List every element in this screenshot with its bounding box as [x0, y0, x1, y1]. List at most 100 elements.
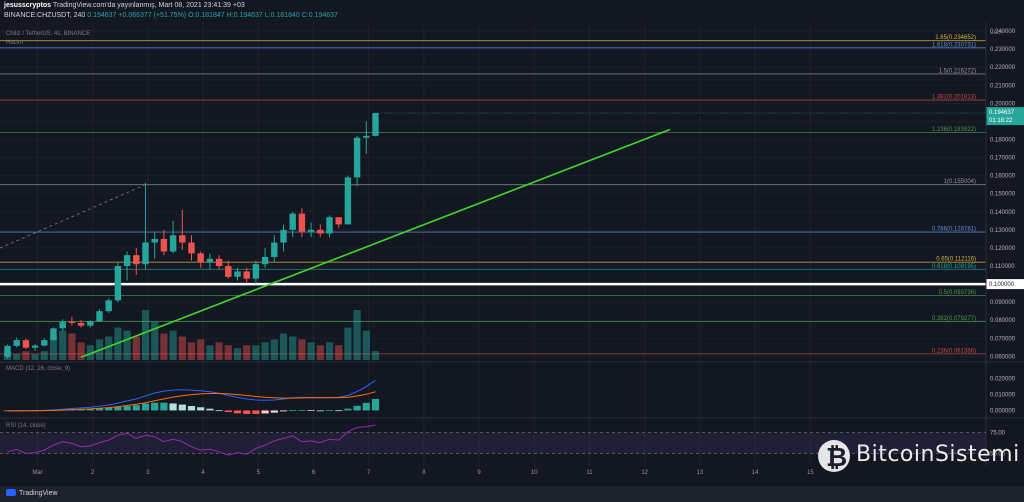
volume-bar — [215, 342, 223, 360]
macd-pane-label[interactable]: MACD (12, 26, close, 9) — [6, 366, 71, 372]
candle-body[interactable] — [114, 266, 122, 301]
volume-bar — [123, 330, 131, 360]
last-price-badge-text: 0.194637 — [989, 110, 1015, 116]
candle-body[interactable] — [353, 137, 361, 178]
volume-bar — [22, 351, 30, 360]
volume-bar — [243, 345, 251, 360]
volume-bar — [31, 354, 39, 360]
volume-bar — [298, 339, 306, 360]
candle-body[interactable] — [271, 242, 278, 257]
candle-body[interactable] — [307, 229, 315, 232]
volume-bar — [261, 342, 269, 360]
volume-bar — [40, 351, 48, 360]
candle-body[interactable] — [234, 271, 241, 277]
candle-body[interactable] — [363, 135, 370, 138]
candle-body[interactable] — [298, 213, 306, 232]
price-tick-label: 0.230000 — [990, 47, 1016, 53]
candle-body[interactable] — [59, 321, 66, 329]
candle-body[interactable] — [68, 321, 76, 323]
fib-level-label: 0.382(0.079277) — [932, 316, 976, 322]
candle-body[interactable] — [252, 264, 260, 279]
macd-histogram-bar — [114, 406, 122, 411]
candle-body[interactable] — [133, 255, 140, 265]
date-tick-label: 2 — [91, 470, 95, 476]
candle-body[interactable] — [289, 213, 296, 230]
candle-body[interactable] — [372, 113, 379, 136]
candle-body[interactable] — [151, 238, 158, 243]
price-tick-label: 0.240000 — [990, 29, 1016, 35]
volume-bar — [59, 330, 67, 360]
last-price-badge — [986, 107, 1024, 126]
macd-histogram-bar — [270, 410, 278, 413]
rsi-line — [7, 424, 376, 456]
volume-bar — [141, 310, 150, 360]
candle-body[interactable] — [261, 256, 269, 265]
macd-histogram-bar — [141, 403, 150, 411]
dashed-trendline[interactable] — [0, 184, 146, 277]
candle-body[interactable] — [215, 258, 223, 267]
price-tick-label: 0.170000 — [990, 156, 1016, 162]
price-tick-label: 0.090000 — [990, 300, 1016, 306]
author-name[interactable]: jesusscryptos — [4, 2, 52, 9]
fib-level-label: 1.65(0.234652) — [935, 35, 976, 41]
footer-bar: TradingView — [0, 486, 1024, 502]
last-price: 0.194637 — [87, 12, 117, 19]
candle-body[interactable] — [96, 311, 103, 322]
candle-body[interactable] — [50, 328, 57, 341]
macd-histogram-bar — [233, 410, 242, 414]
date-tick-label: 13 — [697, 470, 704, 476]
macd-tick-label: 0.000000 — [990, 408, 1016, 414]
price-tick-label: 0.160000 — [990, 174, 1016, 180]
macd-histogram-bar — [362, 402, 370, 411]
candle-body[interactable] — [243, 271, 250, 279]
volume-bar — [325, 342, 334, 360]
candle-body[interactable] — [280, 229, 287, 243]
date-tick-label: 15 — [807, 470, 814, 476]
volume-bar — [178, 336, 186, 360]
candle-body[interactable] — [179, 235, 186, 243]
macd-histogram-bar — [123, 405, 131, 411]
macd-histogram-bar — [243, 410, 251, 414]
volume-bar — [316, 345, 324, 360]
candle-body[interactable] — [13, 340, 20, 346]
main-pane-label[interactable]: Chiliz / TetherUS, 4s, BINANCE — [6, 31, 91, 37]
rsi-pane-label[interactable]: RSI (14, close) — [6, 423, 46, 429]
candle-body[interactable] — [169, 235, 177, 252]
macd-histogram-bar — [86, 408, 94, 411]
candle-body[interactable] — [87, 321, 94, 326]
volume-bar — [187, 342, 196, 360]
candle-body[interactable] — [326, 217, 333, 234]
candle-body[interactable] — [41, 340, 48, 346]
candle-body[interactable] — [335, 217, 342, 225]
candle-body[interactable] — [197, 253, 204, 263]
symbol-name[interactable]: BINANCE:CHZUSDT, 240 — [4, 12, 86, 19]
candle-body[interactable] — [105, 300, 112, 312]
volume-bar — [362, 330, 370, 360]
candle-body[interactable] — [344, 177, 352, 225]
candle-body[interactable] — [77, 322, 85, 326]
rsi-band — [0, 432, 986, 454]
macd-signal-line — [7, 391, 376, 412]
candle-body[interactable] — [142, 242, 149, 265]
candle-body[interactable] — [188, 242, 195, 254]
tradingview-logo[interactable]: TradingView — [6, 489, 58, 497]
date-tick-label: 12 — [641, 470, 648, 476]
macd-histogram-bar — [105, 407, 113, 411]
candle-body[interactable] — [4, 345, 11, 357]
candle-body[interactable] — [22, 340, 30, 348]
candle-body[interactable] — [160, 238, 168, 252]
price-tick-label: 0.130000 — [990, 228, 1016, 234]
green-trendline[interactable] — [80, 128, 671, 359]
macd-histogram-bar — [187, 406, 196, 411]
candle-body[interactable] — [225, 266, 232, 277]
fib-level-label: 1(0.155004) — [944, 179, 976, 185]
volume-pane-label[interactable]: Hacim — [6, 40, 24, 46]
candle-body[interactable] — [123, 255, 131, 267]
volume-bar — [151, 321, 159, 360]
candle-body[interactable] — [206, 258, 214, 263]
macd-histogram-bar — [279, 410, 288, 412]
candle-body[interactable] — [317, 229, 324, 234]
volume-bar — [49, 336, 58, 360]
candle-body[interactable] — [31, 345, 39, 348]
volume-bar — [68, 333, 76, 360]
